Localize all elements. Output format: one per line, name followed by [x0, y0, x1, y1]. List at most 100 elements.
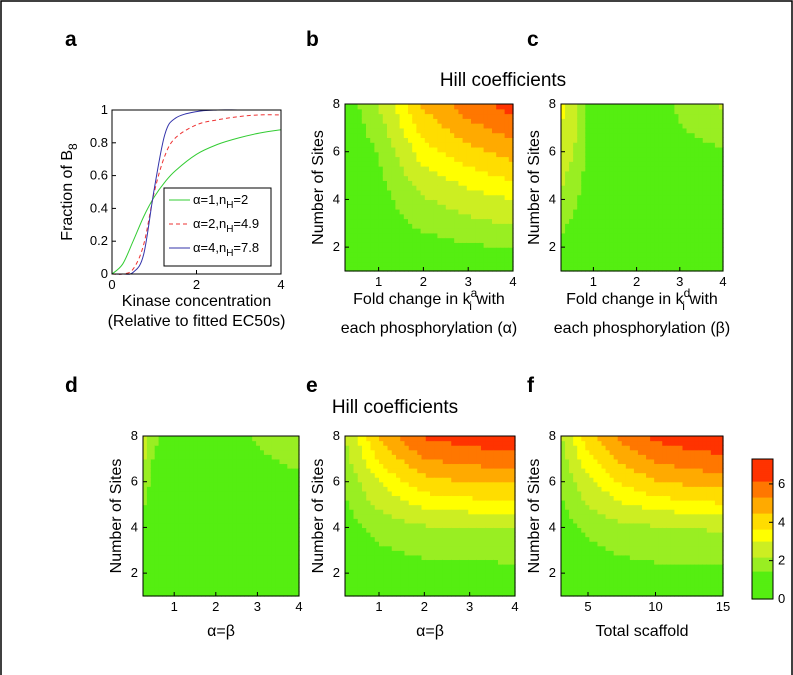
heatmap-cell — [662, 204, 667, 210]
heatmap-cell — [170, 586, 175, 593]
heatmap-cell — [252, 463, 257, 469]
heatmap-cell — [345, 522, 350, 529]
heatmap-cell — [617, 261, 623, 267]
heatmap-cell — [496, 251, 501, 258]
heatmap-cell — [650, 104, 655, 110]
heatmap-cell — [143, 532, 148, 538]
heatmap-cell — [383, 490, 389, 497]
heatmap-cell — [213, 458, 218, 465]
heatmap-cell — [633, 247, 639, 253]
heatmap-cell — [508, 232, 514, 239]
heatmap-cell — [170, 445, 175, 451]
heatmap-cell — [391, 486, 397, 492]
heatmap-cell — [637, 113, 643, 119]
heatmap-cell — [271, 522, 277, 529]
heatmap-cell — [413, 458, 418, 465]
heatmap-cell — [487, 223, 493, 229]
heatmap-cell — [143, 545, 148, 551]
heatmap-cell — [416, 142, 422, 148]
heatmap-cell — [205, 573, 210, 579]
heatmap-cell — [621, 108, 627, 115]
heatmap-cell — [613, 108, 619, 115]
heatmap-cell — [201, 573, 206, 579]
heatmap-cell — [252, 532, 257, 538]
heatmap-cell — [221, 536, 226, 542]
heatmap-cell — [508, 142, 514, 148]
heatmap-cell — [349, 481, 355, 487]
heatmap-cell — [287, 550, 292, 556]
heatmap-cell — [650, 232, 655, 239]
heatmap-cell — [166, 577, 171, 583]
heatmap-cell — [646, 261, 651, 267]
heatmap-cell — [260, 454, 265, 460]
heatmap-cell — [275, 586, 281, 593]
heatmap-cell — [279, 522, 284, 529]
heatmap-cell — [378, 218, 384, 224]
heatmap-cell — [445, 218, 451, 224]
heatmap-cell — [189, 500, 195, 506]
heatmap-cell — [654, 146, 659, 153]
heatmap-cell — [357, 486, 363, 492]
heatmap-cell — [642, 170, 647, 177]
heatmap-cell — [236, 472, 242, 478]
heatmap-cell — [236, 458, 242, 465]
heatmap-cell — [357, 454, 363, 460]
heatmap-cell — [577, 113, 582, 119]
heatmap-cell — [170, 522, 175, 529]
heatmap-cell — [396, 463, 401, 469]
heatmap-cell — [146, 573, 152, 579]
heatmap-cell — [267, 586, 273, 593]
heatmap-cell — [267, 481, 273, 487]
heatmap-cell — [240, 454, 245, 460]
heatmap-cell — [504, 151, 510, 158]
heatmap-cell — [362, 522, 367, 529]
heatmap-cell — [642, 242, 647, 248]
heatmap-cell — [694, 208, 700, 215]
heatmap-cell — [150, 573, 156, 579]
heatmap-cell — [412, 108, 417, 115]
heatmap-cell — [189, 449, 195, 455]
heatmap-cell — [357, 199, 363, 205]
heatmap-cell — [362, 527, 367, 533]
heatmap-cell — [404, 577, 410, 583]
heatmap-cell — [471, 185, 476, 191]
heatmap-cell — [589, 151, 594, 158]
heatmap-cell — [166, 591, 171, 597]
heatmap-cell — [625, 104, 631, 110]
heatmap-cell — [361, 156, 367, 162]
heatmap-cell — [483, 127, 489, 134]
heatmap-cell — [450, 189, 455, 196]
heatmap-cell — [374, 146, 380, 153]
heatmap-cell — [189, 522, 195, 529]
heatmap-cell — [357, 266, 363, 272]
heatmap-cell — [396, 577, 401, 583]
heatmap-cell — [252, 545, 257, 551]
heatmap-cell — [349, 180, 354, 186]
heatmap-cell — [295, 436, 300, 442]
heatmap-cell — [150, 486, 156, 492]
heatmap-cell — [492, 213, 497, 220]
heatmap-cell — [193, 550, 199, 556]
heatmap-cell — [433, 237, 438, 243]
heatmap-cell — [702, 104, 708, 110]
heatmap-cell — [577, 266, 582, 272]
heatmap-cell — [158, 559, 164, 565]
heatmap-cell — [479, 132, 485, 138]
heatmap-cell — [625, 199, 631, 205]
heatmap-cell — [650, 108, 655, 115]
heatmap-cell — [625, 185, 631, 191]
heatmap-cell — [353, 550, 359, 556]
heatmap-cell — [146, 559, 152, 565]
heatmap-cell — [504, 228, 510, 234]
heatmap-cell — [345, 513, 350, 519]
heatmap-cell — [387, 582, 393, 588]
heatmap-cell — [690, 175, 696, 181]
heatmap-cell — [166, 550, 171, 556]
heatmap-cell — [605, 199, 611, 205]
heatmap-cell — [581, 108, 586, 115]
heatmap-cell — [267, 573, 273, 579]
heatmap-cell — [445, 185, 451, 191]
heatmap-cell — [263, 577, 269, 583]
heatmap-cell — [637, 180, 643, 186]
heatmap-cell — [718, 228, 724, 234]
